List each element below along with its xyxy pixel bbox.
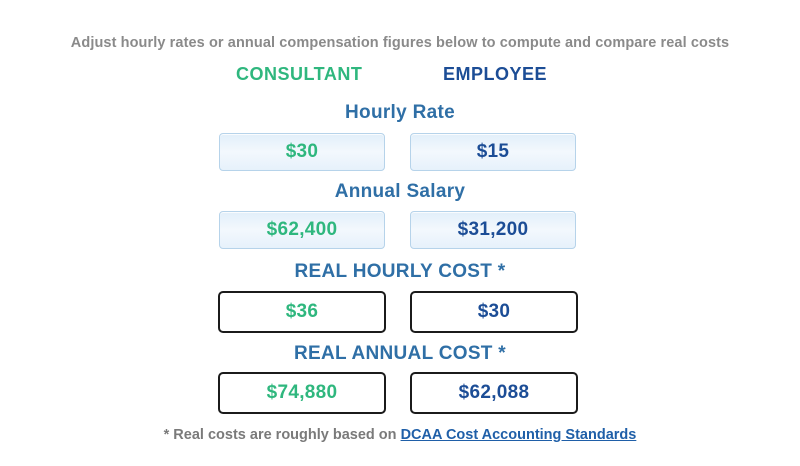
employee-real-annual-cost: $62,088	[410, 372, 578, 414]
footnote-text: * Real costs are roughly based on	[163, 427, 401, 443]
consultant-hourly-rate-input[interactable]: $30	[219, 133, 385, 171]
intro-text: Adjust hourly rates or annual compensati…	[70, 35, 730, 51]
employee-hourly-rate-input[interactable]: $15	[410, 133, 576, 171]
real-annual-cost-label: REAL ANNUAL COST *	[294, 343, 506, 364]
employee-column-heading: EMPLOYEE	[443, 64, 548, 84]
consultant-column-heading: CONSULTANT	[236, 64, 363, 84]
employee-real-hourly-cost: $30	[410, 291, 578, 333]
consultant-annual-salary-input[interactable]: $62,400	[219, 211, 385, 249]
dcaa-standards-link[interactable]: DCAA Cost Accounting Standards	[400, 427, 637, 443]
real-hourly-cost-label: REAL HOURLY COST *	[294, 261, 506, 282]
hourly-rate-label: Hourly Rate	[345, 102, 455, 123]
employee-annual-salary-input[interactable]: $31,200	[410, 211, 576, 249]
consultant-real-hourly-cost: $36	[218, 291, 386, 333]
annual-salary-label: Annual Salary	[334, 181, 466, 202]
footnote: * Real costs are roughly based on DCAA C…	[0, 427, 800, 443]
consultant-real-annual-cost: $74,880	[218, 372, 386, 414]
